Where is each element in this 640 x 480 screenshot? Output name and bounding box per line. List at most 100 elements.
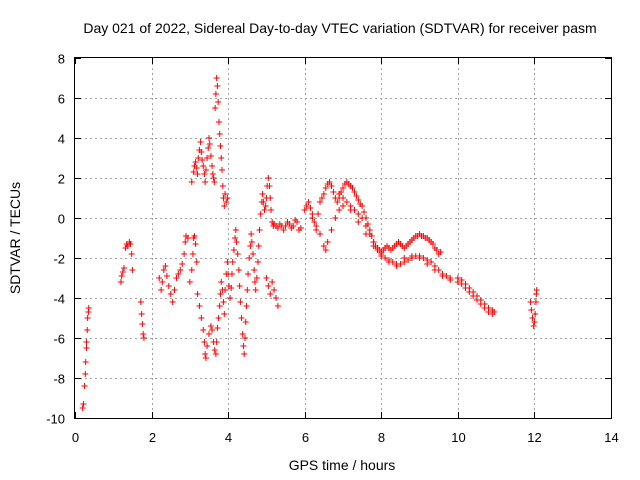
data-point: [233, 239, 240, 245]
data-point: [82, 371, 89, 377]
data-point: [202, 179, 209, 185]
data-point: [322, 185, 329, 191]
data-point: [252, 287, 259, 293]
data-point: [198, 149, 205, 155]
data-point: [232, 235, 239, 241]
data-point: [248, 239, 255, 245]
data-point: [84, 315, 91, 321]
data-point: [355, 219, 362, 225]
data-point: [347, 207, 354, 213]
data-point: [202, 351, 209, 357]
data-point: [215, 99, 222, 105]
data-point: [474, 293, 480, 299]
data-point: [212, 105, 219, 111]
data-point: [439, 273, 446, 279]
data-point: [241, 335, 248, 341]
data-point: [239, 331, 246, 337]
data-point: [382, 255, 389, 261]
data-point: [227, 295, 234, 301]
data-point: [282, 223, 289, 229]
data-point: [212, 91, 219, 97]
data-point: [294, 219, 301, 225]
data-point: [127, 241, 134, 247]
data-point: [326, 179, 333, 185]
data-point: [362, 231, 369, 237]
data-point: [340, 203, 346, 209]
data-point: [385, 259, 392, 265]
data-point: [265, 283, 272, 289]
data-point: [192, 159, 199, 165]
data-point: [305, 199, 312, 205]
data-point: [315, 211, 322, 217]
data-point: [340, 195, 346, 201]
data-point: [290, 223, 297, 229]
data-point: [85, 305, 92, 311]
data-point: [251, 267, 258, 273]
x-tick-label: 10: [451, 430, 465, 445]
y-tick-label: 6: [58, 92, 65, 107]
data-point: [188, 179, 195, 185]
data-point: [158, 287, 165, 293]
data-point: [84, 327, 91, 333]
data-point: [204, 155, 211, 161]
data-point: [433, 247, 440, 253]
data-point: [83, 345, 90, 351]
data-point: [217, 143, 224, 149]
data-point: [215, 315, 222, 321]
data-point: [200, 327, 207, 333]
data-point: [267, 291, 274, 297]
data-point: [199, 157, 206, 163]
data-point: [82, 359, 89, 365]
data-point: [167, 291, 174, 297]
data-point: [359, 203, 366, 209]
data-point: [221, 311, 228, 317]
y-tick-label: -2: [53, 252, 65, 267]
data-point: [200, 163, 207, 169]
x-tick-labels: 0 2 4 6 8 10 12 14: [72, 430, 619, 445]
data-point: [470, 289, 477, 295]
data-point: [165, 283, 172, 289]
x-tick-label: 4: [225, 430, 232, 445]
data-point: [209, 163, 216, 169]
data-point: [193, 259, 200, 265]
x-tick-label: 6: [302, 430, 309, 445]
data-point: [137, 299, 144, 305]
data-point: [139, 321, 146, 327]
data-point: [204, 343, 211, 349]
x-tick-label: 12: [527, 430, 541, 445]
data-point: [328, 183, 335, 189]
data-point: [224, 259, 231, 265]
data-point: [477, 297, 484, 303]
data-point: [489, 307, 496, 313]
data-point: [527, 299, 534, 305]
data-point: [237, 299, 244, 305]
data-point: [205, 145, 212, 151]
data-point: [332, 215, 339, 221]
data-point: [179, 261, 186, 267]
data-point: [530, 323, 537, 329]
data-point: [370, 243, 377, 249]
data-point: [462, 281, 469, 287]
data-point: [194, 171, 201, 177]
data-point: [320, 243, 327, 249]
data-point: [197, 139, 204, 145]
data-point: [431, 267, 438, 273]
data-point: [173, 275, 180, 281]
y-tick-label: -8: [53, 372, 65, 387]
data-point: [216, 131, 223, 137]
data-point: [374, 247, 381, 253]
data-point: [532, 311, 539, 317]
data-point: [309, 215, 316, 221]
data-point: [259, 191, 266, 197]
data-point: [248, 231, 255, 237]
data-point: [229, 259, 236, 265]
data-point: [328, 227, 335, 233]
data-point: [242, 319, 249, 325]
data-point: [117, 279, 124, 285]
data-point: [219, 167, 226, 173]
data-point: [359, 215, 366, 221]
data-point: [250, 251, 257, 257]
data-point: [286, 221, 293, 227]
data-point: [207, 153, 214, 159]
data-point: [361, 209, 368, 215]
